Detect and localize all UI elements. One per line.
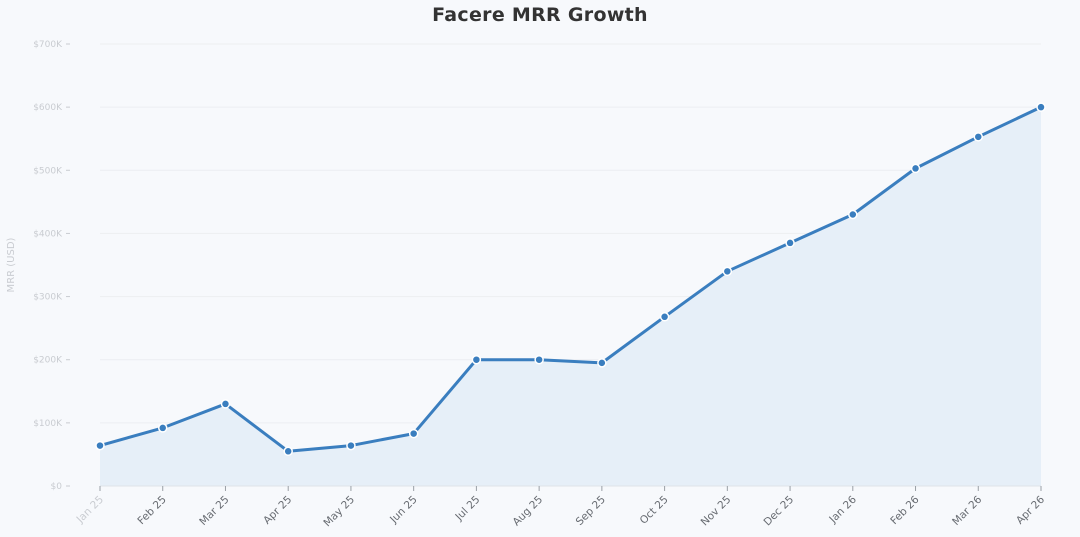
series-line: [98, 105, 1043, 453]
x-tick-label: Jan 26: [826, 493, 859, 526]
data-point: [597, 358, 607, 368]
x-tick-label: Mar 25: [197, 494, 231, 528]
y-tick-label: $600K: [33, 103, 63, 113]
data-point: [910, 163, 921, 174]
x-tick-label: Sep 25: [574, 494, 608, 528]
x-tick-label: May 25: [321, 494, 357, 530]
x-tick-label: Nov 25: [699, 494, 734, 529]
x-tick-label: Jul 25: [453, 494, 483, 524]
x-tick-label: Apr 25: [261, 494, 294, 527]
data-point: [283, 446, 293, 457]
y-axis-label: MRR (USD): [6, 237, 17, 292]
y-tick-label: $0: [51, 482, 63, 492]
y-tick-label: $400K: [33, 229, 63, 239]
data-point: [95, 440, 105, 451]
x-tick-label: Feb 25: [135, 494, 168, 527]
area-fill: [100, 107, 1041, 487]
y-tick-label: $300K: [33, 293, 63, 303]
x-tick-label: Jan 25: [74, 494, 106, 526]
y-tick-label: $100K: [33, 419, 63, 429]
data-point: [220, 399, 231, 409]
data-point: [659, 312, 670, 322]
data-point: [408, 428, 419, 439]
x-tick-label: Aug 25: [510, 494, 545, 529]
data-point: [1036, 102, 1046, 112]
data-point: [973, 132, 984, 142]
data-point: [722, 266, 733, 277]
x-tick-label: Dec 25: [762, 494, 797, 529]
data-point: [785, 238, 795, 248]
data-point: [471, 354, 482, 365]
y-tick-label: $700K: [33, 40, 63, 50]
x-tick-label: Mar 26: [950, 493, 985, 528]
x-tick-label: Oct 25: [638, 494, 671, 527]
y-tick-label: $500K: [33, 166, 63, 176]
data-point: [848, 209, 858, 220]
data-point: [534, 354, 544, 365]
data-point: [157, 423, 168, 433]
y-tick-label: $200K: [33, 356, 63, 366]
chart-title: Facere MRR Growth: [432, 4, 648, 26]
x-tick-label: Feb 26: [888, 493, 922, 527]
x-tick-label: Apr 26: [1014, 493, 1047, 526]
x-tick-label: Jun 25: [387, 494, 420, 527]
data-point: [346, 440, 356, 451]
